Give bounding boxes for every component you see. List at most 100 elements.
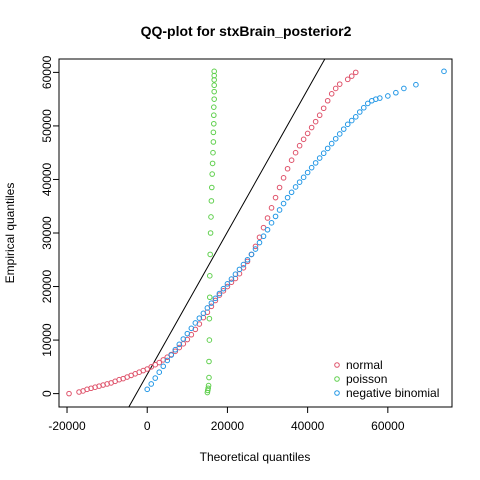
data-point — [288, 157, 295, 163]
data-point — [207, 251, 213, 258]
data-point — [184, 330, 191, 337]
data-point — [304, 169, 311, 176]
data-point — [156, 369, 163, 376]
data-point — [284, 165, 291, 172]
data-point — [276, 207, 283, 213]
data-point — [168, 352, 175, 358]
data-point — [272, 194, 279, 201]
data-point — [210, 149, 216, 156]
data-point — [180, 336, 187, 342]
data-point — [211, 88, 217, 95]
data-point — [324, 145, 331, 152]
data-point — [252, 246, 259, 252]
data-point — [328, 140, 335, 147]
data-point — [316, 155, 323, 161]
legend-symbol — [334, 362, 340, 368]
data-point — [360, 104, 367, 111]
data-point — [296, 179, 303, 185]
y-tick-label: 0 — [40, 390, 54, 397]
data-point — [208, 300, 215, 306]
data-point — [209, 171, 215, 177]
y-tick-label: 50000 — [40, 109, 54, 143]
data-point — [205, 385, 211, 392]
data-point — [304, 130, 311, 137]
x-tick-label: 40000 — [291, 419, 325, 433]
data-point — [413, 81, 419, 88]
data-point — [296, 142, 303, 149]
data-point — [210, 104, 217, 110]
data-point — [152, 375, 159, 381]
series-poisson — [204, 68, 217, 396]
data-point — [352, 114, 359, 120]
data-point — [264, 226, 271, 233]
data-point — [248, 251, 255, 258]
data-point — [184, 336, 191, 343]
data-point — [385, 93, 391, 99]
y-axis-label: Empirical quantiles — [3, 183, 17, 284]
data-point — [356, 109, 363, 115]
data-point — [268, 205, 275, 211]
data-point — [332, 135, 339, 142]
data-point — [206, 273, 213, 279]
data-point — [210, 120, 217, 127]
data-point — [210, 139, 217, 145]
y-tick-label: 40000 — [40, 162, 54, 196]
data-point — [344, 121, 351, 128]
data-point — [288, 189, 295, 196]
x-tick-label: 0 — [144, 419, 151, 433]
x-tick-label: 20000 — [211, 419, 245, 433]
data-point — [160, 357, 167, 363]
data-point — [172, 346, 179, 353]
data-point — [205, 382, 212, 389]
legend-entry: normal — [346, 358, 383, 372]
x-tick-label: -20000 — [48, 419, 86, 433]
x-tick-label: 60000 — [371, 419, 405, 433]
chart-title: QQ-plot for stxBrain_posterior2 — [141, 23, 352, 39]
data-point — [232, 271, 239, 278]
data-point — [300, 174, 307, 181]
data-point — [324, 97, 331, 104]
reference-line — [128, 59, 326, 407]
data-point — [212, 297, 219, 304]
data-point — [211, 82, 217, 89]
data-point — [172, 348, 179, 355]
data-point — [208, 198, 215, 204]
data-point — [208, 214, 214, 220]
data-point — [176, 341, 183, 348]
data-point — [211, 68, 217, 75]
data-point — [280, 175, 287, 181]
x-axis-label: Theoretical quantiles — [200, 450, 311, 464]
data-point — [209, 160, 216, 167]
data-point — [308, 124, 315, 131]
data-point — [220, 285, 227, 292]
data-point — [200, 310, 207, 317]
data-point — [377, 95, 383, 101]
data-point — [156, 359, 163, 366]
data-point — [244, 256, 251, 263]
data-point — [256, 239, 263, 246]
x-axis: -20000 0 20000 40000 60000 — [48, 407, 405, 433]
data-point — [192, 320, 199, 326]
series-negative-binomial — [144, 68, 447, 393]
y-axis: 0 10000 20000 30000 40000 50000 60000 — [40, 55, 59, 397]
y-tick-label: 10000 — [40, 323, 54, 357]
data-point — [216, 292, 223, 298]
data-point — [240, 261, 247, 268]
data-point — [188, 325, 195, 332]
data-point — [244, 258, 251, 265]
data-point — [292, 184, 299, 190]
data-point — [308, 164, 315, 171]
data-point — [292, 149, 299, 156]
data-point — [236, 266, 243, 273]
y-tick-label: 20000 — [40, 270, 54, 304]
data-point — [207, 230, 214, 236]
data-point — [208, 184, 215, 191]
data-point — [210, 112, 217, 119]
data-point — [148, 381, 155, 387]
data-point — [204, 305, 211, 311]
y-tick-label: 60000 — [40, 55, 54, 89]
data-point — [216, 290, 223, 297]
data-point — [196, 315, 203, 321]
